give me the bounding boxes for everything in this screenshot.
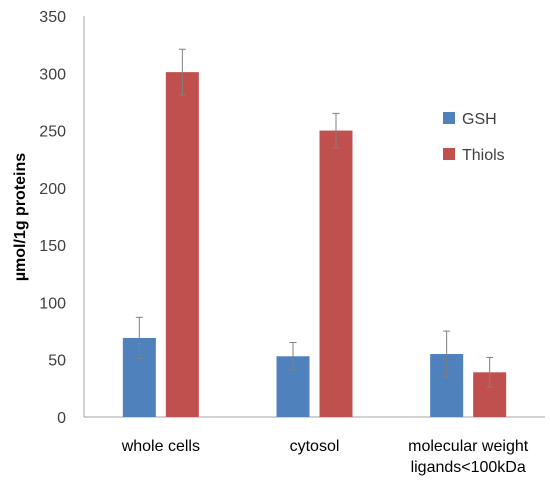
legend-label-thiols: Thiols bbox=[462, 147, 505, 164]
x-category-label: cytosol bbox=[290, 438, 340, 455]
y-axis-title: µmol/1g proteins bbox=[12, 153, 29, 281]
y-tick-label: 250 bbox=[39, 124, 66, 141]
y-tick-label: 0 bbox=[57, 410, 66, 427]
axes bbox=[83, 16, 545, 418]
y-tick-label: 300 bbox=[39, 66, 66, 83]
legend-swatch-gsh bbox=[443, 112, 455, 124]
y-tick-label: 100 bbox=[39, 295, 66, 312]
y-tick-label: 150 bbox=[39, 238, 66, 255]
error-bars bbox=[135, 48, 494, 388]
legend-label-gsh: GSH bbox=[462, 111, 497, 128]
error-bar-gsh-2 bbox=[289, 342, 297, 371]
x-category-label: whole cells bbox=[121, 438, 200, 455]
y-tick-label: 200 bbox=[39, 181, 66, 198]
y-tick-label: 350 bbox=[39, 9, 66, 26]
error-bar-thiols-2 bbox=[332, 112, 340, 149]
error-bar-gsh-1 bbox=[135, 316, 143, 360]
error-bar-thiols-1 bbox=[178, 48, 186, 96]
error-bar-thiols-3 bbox=[486, 356, 494, 388]
labels: 0 50 100 150 200 250 300 350 whole cells cytosol m… bbox=[39, 9, 528, 476]
error-bar-gsh-3 bbox=[443, 330, 451, 378]
y-tick-label: 50 bbox=[48, 353, 66, 370]
legend-swatch-thiols bbox=[443, 148, 455, 160]
bars bbox=[122, 72, 507, 418]
legend: GSH Thiols bbox=[443, 111, 505, 164]
bar-thiols-1 bbox=[165, 72, 199, 417]
x-category-label: molecular weight bbox=[408, 438, 529, 455]
bar-thiols-2 bbox=[319, 130, 353, 418]
x-category-label: ligands<100kDa bbox=[411, 459, 526, 476]
